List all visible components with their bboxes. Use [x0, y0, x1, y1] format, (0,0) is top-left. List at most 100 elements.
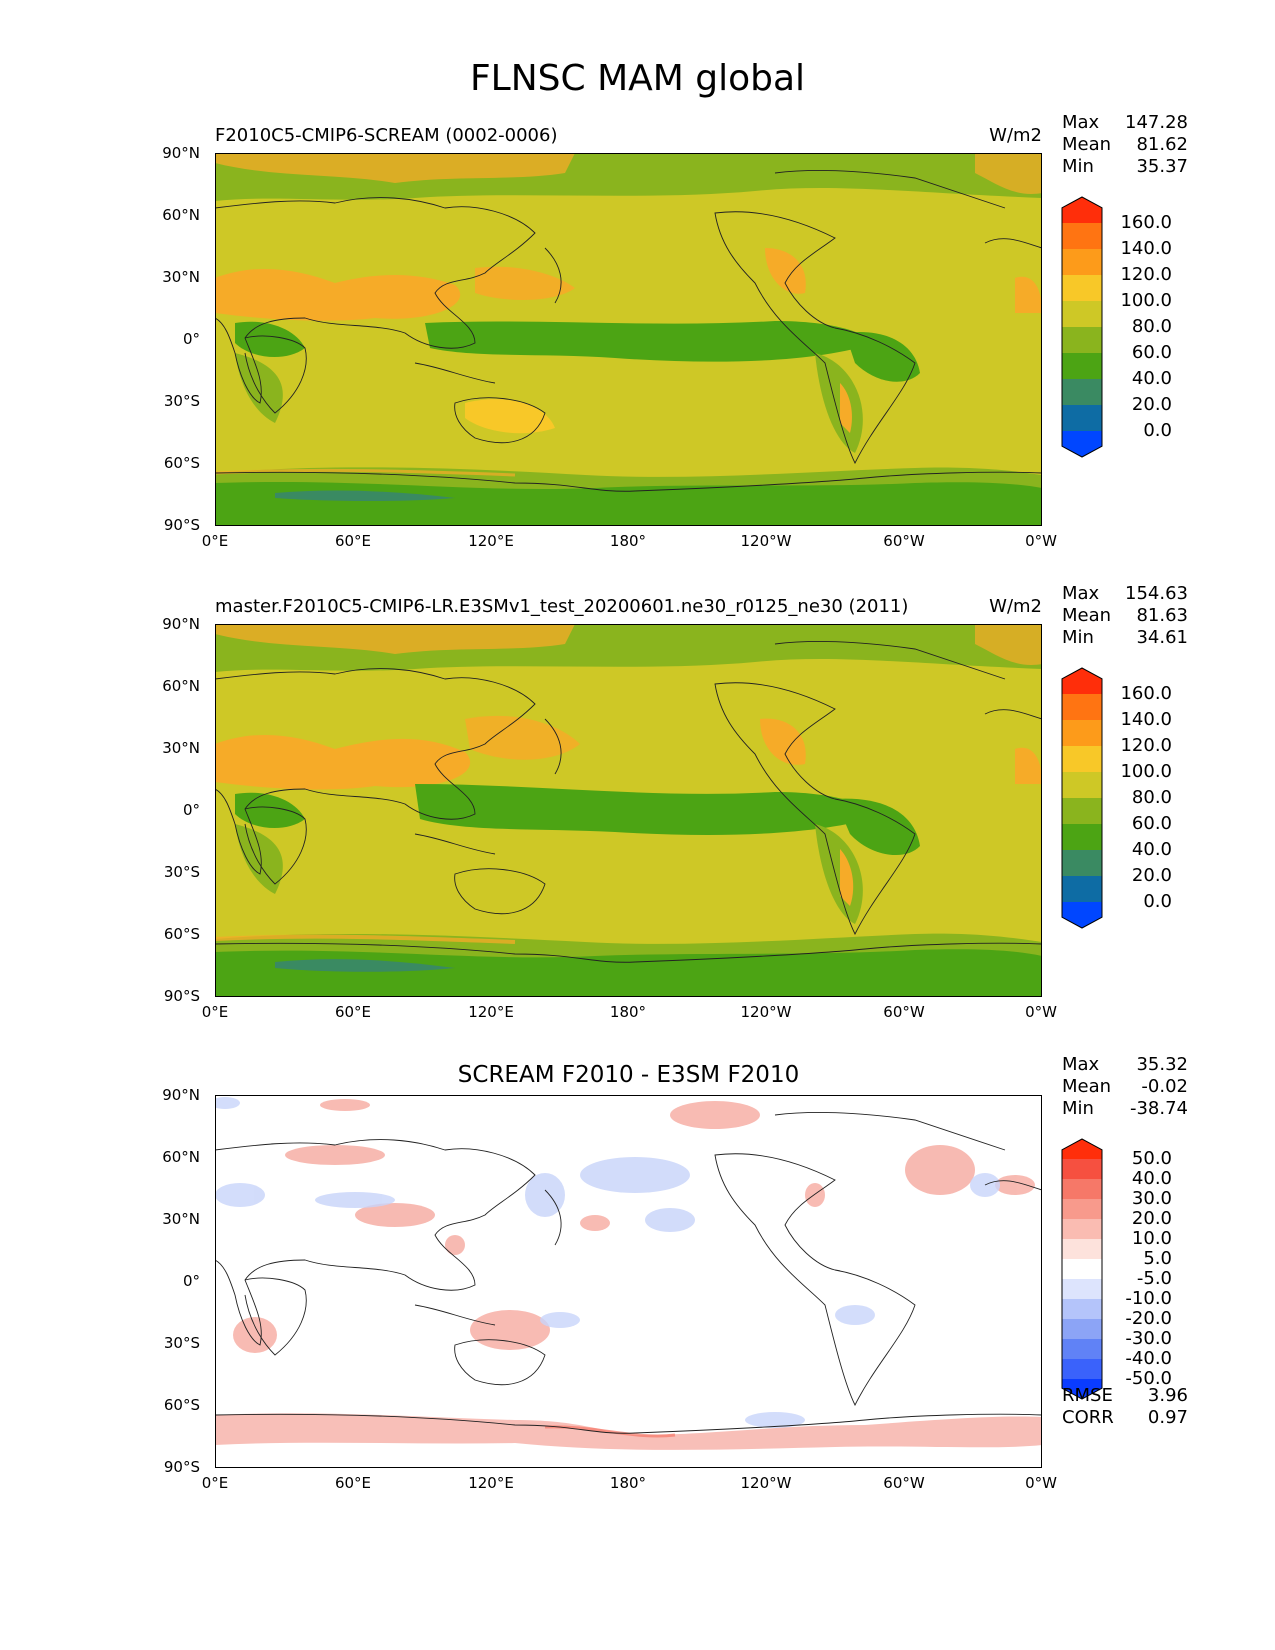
map-plot — [215, 1095, 1042, 1468]
colorbar-segment — [1062, 353, 1102, 379]
colorbar-segment — [1062, 1359, 1102, 1379]
colorbar-tick-label: 0.0 — [1143, 420, 1172, 441]
colorbar-segment — [1062, 431, 1102, 457]
colorbar-graphic — [1061, 667, 1103, 929]
lat-label: 60°S — [163, 1396, 200, 1414]
colorbar-segment — [1062, 902, 1102, 928]
metrics-box: RMSE 3.96 CORR 0.97 — [1062, 1385, 1188, 1429]
stat-mean: Mean 81.62 — [1062, 134, 1188, 155]
colorbar-tick-label: 140.0 — [1120, 238, 1172, 259]
colorbar-tick-label: -10.0 — [1125, 1288, 1172, 1309]
colorbar-tick-label: 120.0 — [1120, 735, 1172, 756]
colorbar-segment — [1062, 694, 1102, 720]
panel-difference: SCREAM F2010 - E3SM F2010 Max 35.32 Mean -… — [0, 1052, 1275, 1512]
colorbar-segment — [1062, 668, 1102, 694]
colorbar-segment — [1062, 223, 1102, 249]
stat-max: Max 35.32 — [1062, 1054, 1188, 1075]
lat-label: 60°N — [162, 1148, 200, 1166]
lat-label: 0° — [182, 330, 200, 348]
colorbar-segment — [1062, 1179, 1102, 1199]
colorbar-segment — [1062, 1139, 1102, 1159]
lon-label: 60°W — [883, 1474, 925, 1492]
colorbar-tick-label: 80.0 — [1131, 787, 1172, 808]
colorbar — [1060, 666, 1104, 934]
colorbar-segment — [1062, 720, 1102, 746]
stat-max: Max 154.63 — [1062, 583, 1188, 604]
lon-label: 120°E — [468, 1474, 514, 1492]
lat-label: 90°S — [163, 1458, 200, 1476]
colorbar-segment — [1062, 798, 1102, 824]
lat-label: 60°S — [163, 925, 200, 943]
metric-rmse: RMSE 3.96 — [1062, 1385, 1188, 1406]
colorbar-tick-label: 40.0 — [1131, 368, 1172, 389]
colorbar-tick-label: -50.0 — [1125, 1368, 1172, 1389]
colorbar-graphic — [1061, 1138, 1103, 1400]
colorbar-segment — [1062, 850, 1102, 876]
stat-mean: Mean 81.63 — [1062, 605, 1188, 626]
colorbar-tick-label: -5.0 — [1136, 1268, 1172, 1289]
colorbar-tick-label: 100.0 — [1120, 290, 1172, 311]
lat-label: 30°S — [163, 392, 200, 410]
lon-label: 60°W — [883, 1003, 925, 1021]
colorbar-segment — [1062, 1159, 1102, 1179]
colorbar-tick-label: 0.0 — [1143, 891, 1172, 912]
colorbar-tick-label: -40.0 — [1125, 1348, 1172, 1369]
lon-label: 0°W — [1025, 1003, 1057, 1021]
lat-label: 30°S — [163, 1334, 200, 1352]
colorbar — [1060, 195, 1104, 463]
colorbar-segment — [1062, 1319, 1102, 1339]
panel-title: master.F2010C5-CMIP6-LR.E3SMv1_test_2020… — [215, 596, 909, 617]
colorbar-segment — [1062, 379, 1102, 405]
colorbar-segment — [1062, 772, 1102, 798]
panel-test: F2010C5-CMIP6-SCREAM (0002-0006) W/m2 Ma… — [0, 110, 1275, 570]
lat-label: 60°N — [162, 206, 200, 224]
colorbar-segment — [1062, 876, 1102, 902]
colorbar-segment — [1062, 249, 1102, 275]
lat-label: 30°N — [162, 1210, 200, 1228]
lat-label: 90°S — [163, 987, 200, 1005]
units-label: W/m2 — [989, 596, 1042, 617]
lon-label: 0°E — [201, 1474, 229, 1492]
colorbar-segment — [1062, 301, 1102, 327]
colorbar-tick-label: 10.0 — [1131, 1228, 1172, 1249]
colorbar-tick-label: 30.0 — [1131, 1188, 1172, 1209]
lon-label: 180° — [609, 1474, 647, 1492]
colorbar-graphic — [1061, 196, 1103, 458]
lat-label: 0° — [182, 801, 200, 819]
panel-reference: master.F2010C5-CMIP6-LR.E3SMv1_test_2020… — [0, 581, 1275, 1041]
colorbar — [1060, 1137, 1104, 1405]
lon-label: 120°W — [740, 1474, 792, 1492]
lon-label: 0°W — [1025, 532, 1057, 550]
map-plot — [215, 153, 1042, 526]
stat-max: Max 147.28 — [1062, 112, 1188, 133]
lat-label: 60°S — [163, 454, 200, 472]
colorbar-segment — [1062, 197, 1102, 223]
lon-label: 60°E — [334, 532, 372, 550]
colorbar-tick-label: 60.0 — [1131, 813, 1172, 834]
panel-title: SCREAM F2010 - E3SM F2010 — [457, 1062, 800, 1088]
colorbar-segment — [1062, 824, 1102, 850]
colorbar-tick-label: 120.0 — [1120, 264, 1172, 285]
colorbar-tick-label: 100.0 — [1120, 761, 1172, 782]
colorbar-tick-label: 50.0 — [1131, 1148, 1172, 1169]
colorbar-tick-label: 5.0 — [1143, 1248, 1172, 1269]
lat-label: 90°N — [162, 144, 200, 162]
colorbar-segment — [1062, 1279, 1102, 1299]
colorbar-tick-label: 20.0 — [1131, 865, 1172, 886]
colorbar-tick-label: 60.0 — [1131, 342, 1172, 363]
lat-label: 30°N — [162, 739, 200, 757]
colorbar-tick-label: 160.0 — [1120, 212, 1172, 233]
map-plot — [215, 624, 1042, 997]
lat-label: 30°N — [162, 268, 200, 286]
lon-label: 120°E — [468, 532, 514, 550]
lon-label: 120°W — [740, 532, 792, 550]
colorbar-tick-label: 80.0 — [1131, 316, 1172, 337]
colorbar-tick-label: 20.0 — [1131, 1208, 1172, 1229]
stat-min: Min 35.37 — [1062, 156, 1188, 177]
colorbar-tick-label: 40.0 — [1131, 1168, 1172, 1189]
lon-label: 0°W — [1025, 1474, 1057, 1492]
figure-title: FLNSC MAM global — [469, 58, 806, 99]
stat-min: Min -38.74 — [1062, 1098, 1188, 1119]
colorbar-segment — [1062, 327, 1102, 353]
lon-label: 60°W — [883, 532, 925, 550]
